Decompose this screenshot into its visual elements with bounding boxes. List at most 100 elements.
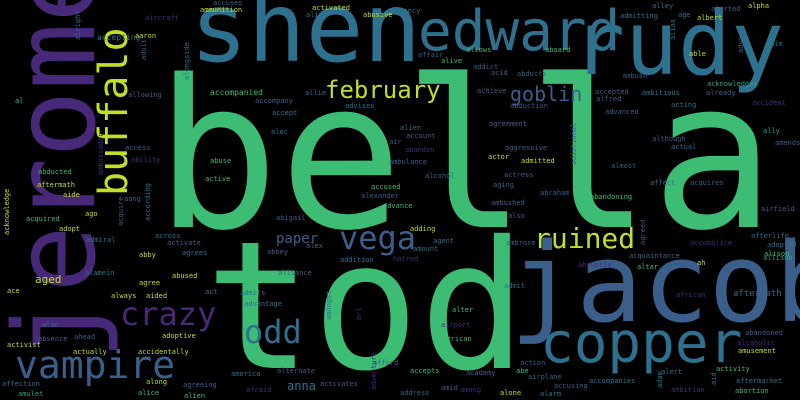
word-aang: aang: [124, 195, 141, 203]
word-address: address: [400, 389, 430, 397]
word-vampire: vampire: [15, 343, 176, 387]
word-odd: odd: [244, 313, 302, 351]
word-goblin: goblin: [510, 82, 583, 106]
word-air: air: [389, 138, 402, 146]
word-age: age: [678, 11, 691, 19]
word-amid: amid: [441, 384, 458, 392]
word-actual: actual: [671, 143, 697, 151]
word-acquired: acquired: [26, 215, 60, 223]
word-ambition: ambition: [671, 386, 705, 394]
word-afterlife: afterlife: [751, 232, 789, 240]
word-shen: shen: [190, 0, 422, 84]
word-along: along: [146, 378, 168, 386]
word-adding: adding: [410, 225, 436, 233]
word-alley: alley: [652, 2, 674, 10]
word-abandoning: abandoning: [590, 193, 633, 201]
word-advises: advises: [345, 102, 375, 110]
word-hatred: hatred: [393, 255, 419, 263]
word-act: act: [205, 288, 218, 296]
word-access: access: [125, 144, 151, 152]
word-according: according: [144, 183, 152, 221]
word-admit: admit: [504, 282, 526, 290]
word-crazy: crazy: [120, 295, 217, 333]
word-activate: activate: [167, 239, 201, 247]
word-accidentally: accidentally: [138, 348, 189, 356]
word-ruined: ruined: [534, 222, 636, 255]
word-adoptive: adoptive: [162, 332, 196, 340]
word-absence: absence: [38, 335, 68, 343]
word-amends: amends: [775, 139, 800, 147]
word-afraid: afraid: [246, 386, 272, 394]
word-allison: allison: [763, 254, 793, 262]
word-allows: allows: [466, 46, 492, 54]
word-abuse: abuse: [210, 157, 232, 165]
word-american: american: [438, 335, 472, 343]
word-alcohol: alcohol: [425, 172, 455, 180]
word-aftermath: aftermath: [37, 181, 75, 189]
word-agency: agency: [395, 7, 421, 15]
word-alter: alter: [452, 306, 474, 314]
word-agent: agent: [433, 237, 455, 245]
word-already: already: [706, 89, 736, 97]
word-accompany: accompany: [255, 97, 293, 105]
word-actor: actor: [488, 153, 510, 161]
word-activist: activist: [7, 341, 41, 349]
word-jacob: jacob: [510, 219, 800, 347]
word-copper: copper: [540, 311, 743, 376]
word-advantage: advantage: [244, 300, 282, 308]
word-albert: albert: [697, 14, 723, 22]
word-abducts: abducts: [517, 70, 547, 78]
word-alfred: alfred: [596, 95, 622, 103]
word-adopted: adopted: [767, 241, 797, 249]
word-alexander: alexander: [361, 192, 399, 200]
word-actress: actress: [504, 171, 534, 179]
word-accused: accused: [371, 183, 401, 191]
word-account: account: [406, 132, 436, 140]
word-acknowledge: acknowledge: [3, 188, 11, 235]
word-addition: addition: [340, 256, 374, 264]
word-accepted: accepted: [595, 88, 629, 96]
word-paper: paper: [276, 231, 319, 247]
word-afford: afford: [373, 359, 399, 367]
word-admitting: admitting: [620, 12, 658, 20]
word-adult: adult: [140, 38, 148, 60]
word-ace: ace: [7, 287, 20, 295]
word-alien-2: alien: [400, 124, 422, 132]
word-aid: aid: [710, 372, 718, 385]
word-accept: accept: [272, 109, 298, 117]
word-abducted: abducted: [38, 168, 72, 176]
word-ability: ability: [131, 156, 161, 164]
word-accident: accident: [752, 99, 786, 107]
word-among: among: [460, 386, 482, 394]
word-admits: admits: [240, 289, 266, 297]
word-agreed: agreed: [639, 219, 647, 245]
word-amongst: amongst: [325, 290, 333, 320]
word-almost: almost: [611, 162, 637, 170]
word-ah: ah: [697, 259, 706, 267]
word-abortion: abortion: [735, 387, 769, 395]
word-advanced: advanced: [605, 108, 639, 116]
word-allie: allie: [305, 89, 327, 97]
word-aide: aide: [63, 191, 80, 199]
word-alex: alex: [306, 242, 323, 250]
word-amount: amount: [413, 245, 439, 253]
word-across: across: [155, 232, 181, 240]
word-african: african: [676, 291, 706, 299]
word-abby: abby: [139, 251, 156, 259]
word-aboard: aboard: [545, 46, 571, 54]
word-rudy: rudy: [572, 0, 784, 95]
word-acquires: acquires: [690, 179, 724, 187]
word-additional: additional: [570, 122, 578, 165]
word-active: active: [205, 175, 231, 183]
word-amulet: amulet: [18, 390, 44, 398]
word-february: february: [325, 76, 441, 104]
word-academy: academy: [466, 369, 496, 377]
word-adventure: adventure: [370, 352, 378, 390]
word-alternate: alternate: [277, 367, 315, 375]
word-agree: agree: [139, 279, 161, 287]
word-anna: anna: [287, 379, 316, 393]
word-alongside: alongside: [183, 42, 191, 80]
word-alright: alright: [74, 10, 82, 40]
word-aircraft: aircraft: [145, 14, 179, 22]
word-alpha: alpha: [748, 2, 770, 10]
